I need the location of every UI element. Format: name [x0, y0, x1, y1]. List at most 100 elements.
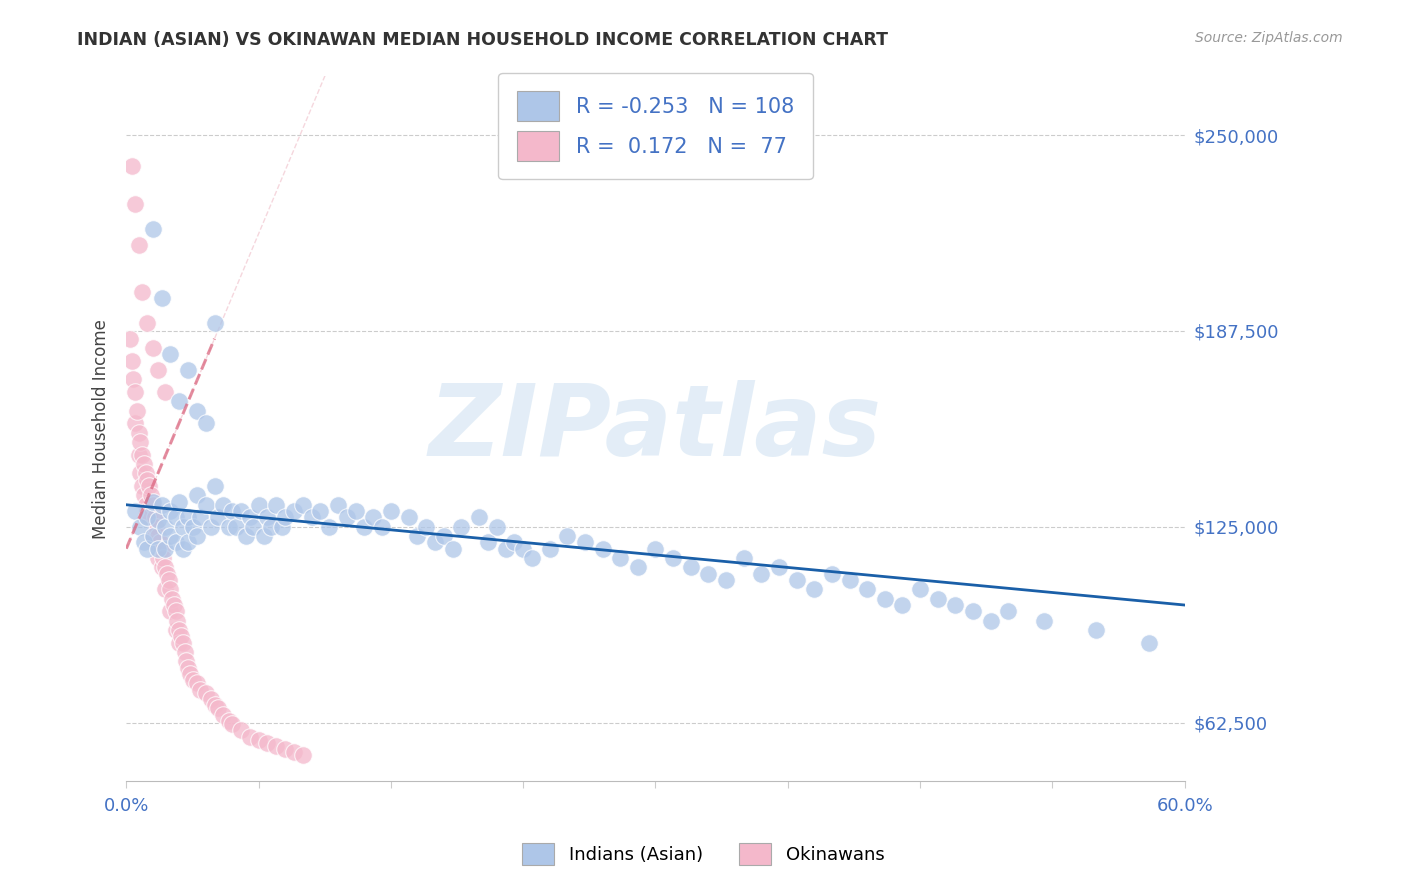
Point [218, 519, 240, 533]
Point [145, 519, 167, 533]
Point [468, 510, 491, 524]
Point [143, 535, 166, 549]
Point [627, 560, 650, 574]
Point [423, 535, 446, 549]
Point [159, 504, 181, 518]
Legend: R = -0.253   N = 108, R =  0.172   N =  77: R = -0.253 N = 108, R = 0.172 N = 77 [499, 72, 813, 179]
Point [136, 504, 159, 518]
Point [142, 341, 165, 355]
Point [291, 748, 314, 763]
Point [149, 535, 172, 549]
Point [138, 479, 160, 493]
Point [786, 573, 808, 587]
Point [186, 488, 208, 502]
Point [495, 541, 517, 556]
Point [697, 566, 720, 581]
Point [172, 541, 194, 556]
Point [733, 551, 755, 566]
Point [194, 498, 217, 512]
Point [283, 504, 305, 518]
Point [1032, 614, 1054, 628]
Point [136, 473, 159, 487]
Point [204, 479, 226, 493]
Point [997, 604, 1019, 618]
Point [157, 573, 180, 587]
Point [264, 498, 287, 512]
Point [927, 591, 949, 606]
Point [309, 504, 332, 518]
Point [380, 504, 402, 518]
Point [190, 682, 212, 697]
Point [336, 510, 359, 524]
Point [943, 598, 966, 612]
Point [239, 510, 262, 524]
Point [128, 237, 150, 252]
Point [260, 519, 283, 533]
Point [891, 598, 914, 612]
Point [183, 673, 205, 688]
Point [121, 160, 143, 174]
Point [186, 404, 208, 418]
Point [186, 676, 208, 690]
Point [270, 519, 292, 533]
Point [177, 661, 200, 675]
Point [190, 510, 212, 524]
Point [204, 316, 226, 330]
Point [253, 529, 276, 543]
Point [239, 730, 262, 744]
Text: Source: ZipAtlas.com: Source: ZipAtlas.com [1195, 31, 1343, 45]
Point [274, 510, 297, 524]
Point [200, 519, 222, 533]
Point [131, 479, 153, 493]
Point [679, 560, 702, 574]
Point [301, 510, 323, 524]
Point [146, 513, 169, 527]
Point [146, 551, 169, 566]
Point [450, 519, 472, 533]
Point [980, 614, 1002, 628]
Point [485, 519, 508, 533]
Point [165, 623, 187, 637]
Point [150, 560, 173, 574]
Point [873, 591, 896, 606]
Point [128, 448, 150, 462]
Point [150, 541, 173, 556]
Point [283, 745, 305, 759]
Point [159, 582, 181, 597]
Point [398, 510, 420, 524]
Point [225, 519, 247, 533]
Point [433, 529, 456, 543]
Point [165, 604, 187, 618]
Point [152, 551, 174, 566]
Point [194, 417, 217, 431]
Point [344, 504, 367, 518]
Point [183, 519, 205, 533]
Point [256, 736, 278, 750]
Point [538, 541, 561, 556]
Point [406, 529, 429, 543]
Point [415, 519, 437, 533]
Point [136, 510, 159, 524]
Point [274, 742, 297, 756]
Text: INDIAN (ASIAN) VS OKINAWAN MEDIAN HOUSEHOLD INCOME CORRELATION CHART: INDIAN (ASIAN) VS OKINAWAN MEDIAN HOUSEH… [77, 31, 889, 49]
Point [503, 535, 526, 549]
Point [129, 519, 152, 533]
Point [212, 707, 235, 722]
Point [165, 510, 187, 524]
Point [353, 519, 375, 533]
Point [803, 582, 825, 597]
Point [139, 488, 162, 502]
Point [153, 560, 176, 574]
Point [118, 332, 141, 346]
Point [962, 604, 984, 618]
Point [609, 551, 631, 566]
Point [135, 498, 157, 512]
Point [156, 566, 179, 581]
Point [194, 686, 217, 700]
Point [235, 529, 257, 543]
Text: ZIPatlas: ZIPatlas [429, 380, 882, 477]
Point [135, 467, 157, 481]
Point [160, 591, 183, 606]
Point [555, 529, 578, 543]
Point [131, 285, 153, 299]
